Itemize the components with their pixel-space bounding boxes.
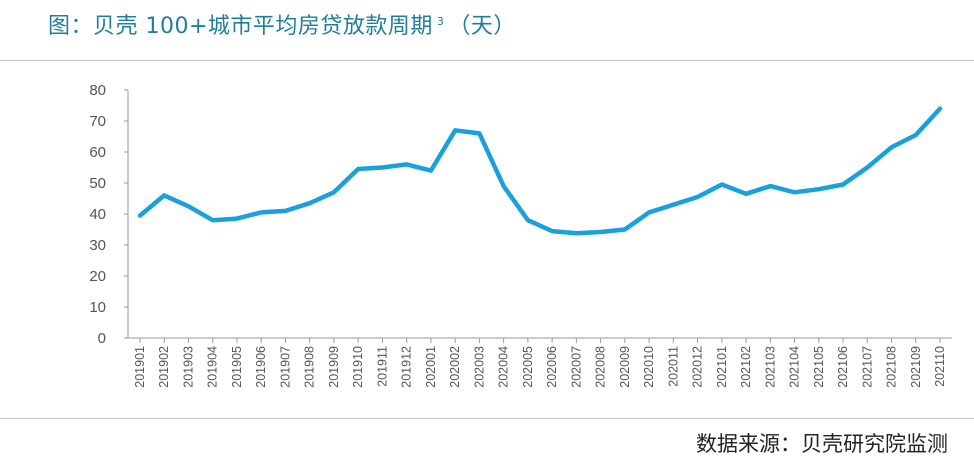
top-divider: [0, 60, 974, 61]
x-tick-label: 201909: [327, 346, 341, 388]
data-point: [889, 145, 893, 149]
x-tick-label: 202011: [666, 346, 680, 387]
x-tick-label: 202006: [545, 346, 559, 388]
data-point: [138, 213, 142, 217]
x-tick-label: 202012: [691, 346, 705, 388]
y-tick-label: 20: [89, 268, 106, 285]
x-tick-label: 202106: [836, 346, 850, 388]
y-tick-label: 30: [89, 237, 106, 254]
data-point: [720, 182, 724, 186]
x-tick-label: 202010: [642, 346, 656, 388]
data-point: [841, 182, 845, 186]
x-tick-label: 201903: [181, 346, 195, 388]
data-point: [332, 190, 336, 194]
data-point: [671, 203, 675, 207]
x-tick-label: 201905: [230, 346, 244, 388]
x-tick-label: 202110: [933, 346, 947, 387]
x-tick-label: 202003: [472, 346, 486, 388]
data-point: [817, 187, 821, 191]
chart-title-main: 图：贝壳 100+城市平均房贷放款周期: [48, 14, 433, 39]
x-tick-label: 202108: [885, 346, 899, 388]
data-point: [865, 165, 869, 169]
y-tick-label: 0: [98, 330, 106, 347]
y-tick-label: 80: [89, 82, 106, 99]
data-point: [429, 168, 433, 172]
x-axis: 201901 201902 201903 201904 201905 201906 2019…: [128, 337, 952, 388]
x-tick-label: 201904: [206, 346, 220, 388]
x-tick-label: 202009: [618, 346, 632, 388]
x-tick-label: 202001: [424, 346, 438, 388]
bottom-divider: [0, 418, 974, 419]
data-point: [235, 216, 239, 220]
data-point: [695, 195, 699, 199]
x-tick-label: 202104: [788, 346, 802, 388]
data-point: [914, 133, 918, 137]
y-tick-label: 50: [89, 175, 106, 192]
chart-title-unit: （天）: [448, 14, 516, 39]
data-point: [647, 210, 651, 214]
series-layer: [137, 106, 943, 236]
x-tick-label: 201902: [157, 346, 171, 388]
x-tick-label: 201901: [133, 346, 147, 388]
x-tick-label: 202007: [569, 346, 583, 388]
x-tick-label: 202103: [763, 346, 777, 388]
data-point: [526, 218, 530, 222]
data-point: [768, 184, 772, 188]
data-point: [186, 204, 190, 208]
x-tick-label: 202105: [812, 346, 826, 388]
data-point: [550, 229, 554, 233]
x-tick-label: 201910: [351, 346, 365, 388]
y-axis: 0 10 20 30 40 50 60 70 80: [89, 82, 129, 347]
data-point: [623, 227, 627, 231]
data-point: [162, 193, 166, 197]
x-tick-label: 202002: [448, 346, 462, 388]
x-tick-label: 202004: [497, 346, 511, 388]
y-tick-label: 70: [89, 113, 106, 130]
series-line: [137, 106, 943, 236]
data-point: [307, 201, 311, 205]
data-point: [211, 218, 215, 222]
chart-title: 图：贝壳 100+城市平均房贷放款周期 3 （天）: [48, 8, 516, 40]
y-tick-label: 10: [89, 299, 106, 316]
x-tick-label: 201907: [278, 346, 292, 388]
data-point: [477, 131, 481, 135]
x-tick-label: 201906: [254, 346, 268, 388]
x-tick-label: 202102: [739, 346, 753, 388]
data-point: [356, 167, 360, 171]
x-tick-label: 202101: [715, 346, 729, 388]
data-point: [404, 162, 408, 166]
x-tick-label: 202008: [594, 346, 608, 388]
data-point: [574, 231, 578, 235]
data-point: [259, 210, 263, 214]
x-tick-label: 201912: [400, 346, 414, 388]
y-tick-label: 60: [89, 144, 106, 161]
data-point: [380, 165, 384, 169]
data-point: [598, 230, 602, 234]
y-tick-label: 40: [89, 206, 106, 223]
data-point: [453, 128, 457, 132]
data-source: 数据来源：贝壳研究院监测: [696, 432, 948, 456]
x-tick-label: 201911: [375, 346, 389, 387]
x-tick-label: 202107: [860, 346, 874, 388]
x-tick-label: 201908: [303, 346, 317, 388]
x-tick-label: 202005: [521, 346, 535, 388]
data-point: [744, 192, 748, 196]
data-point: [501, 184, 505, 188]
chart-title-footnote: 3: [436, 14, 445, 28]
data-point: [283, 209, 287, 213]
data-point: [792, 190, 796, 194]
x-tick-label: 202109: [909, 346, 923, 388]
data-point: [938, 106, 942, 110]
